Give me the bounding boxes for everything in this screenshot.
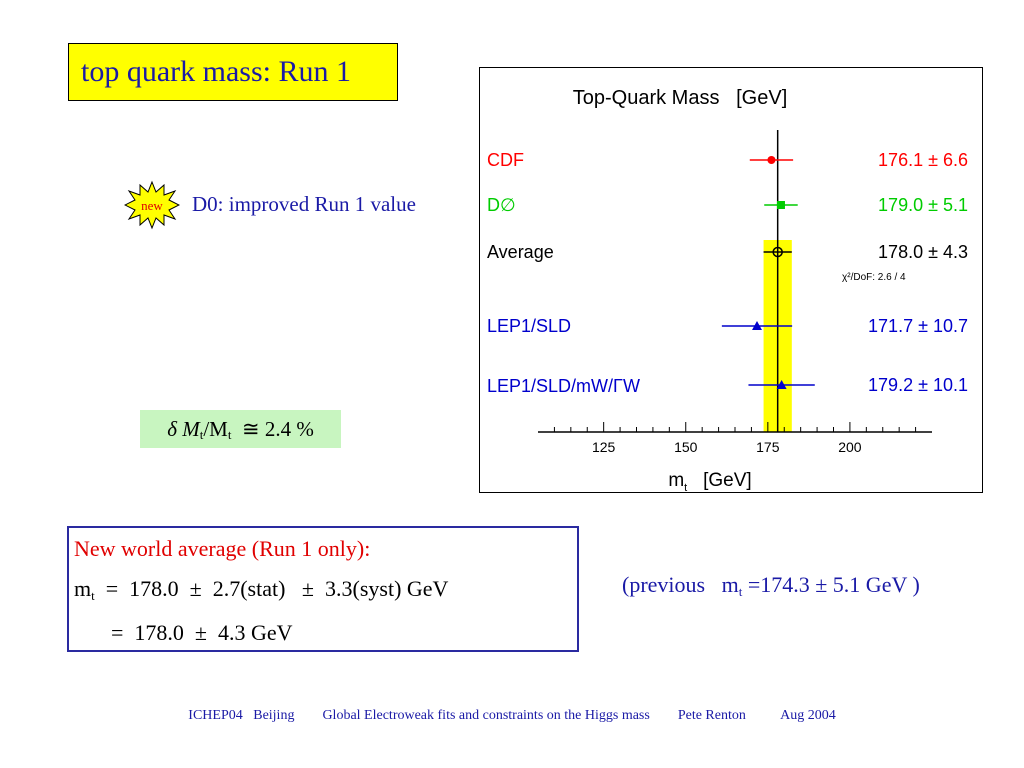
- entry-4-name: LEP1/SLD/mW/ΓW: [487, 376, 640, 396]
- entry-1-name: D∅: [487, 195, 516, 215]
- x-axis-label: mt [GeV]: [668, 470, 751, 492]
- delta-mid: /M: [203, 417, 228, 441]
- chi2-label: χ²/DoF: 2.6 / 4: [842, 272, 906, 283]
- entry-2-marker: [772, 246, 783, 258]
- world-average-box: New world average (Run 1 only): mt = 178…: [67, 526, 579, 652]
- x-tick-label: 150: [674, 439, 698, 455]
- x-tick-label: 175: [756, 439, 780, 455]
- entry-1-marker: [776, 201, 785, 209]
- entry-1-value-label: 179.0 ± 5.1: [878, 195, 968, 215]
- entry-0-value-label: 176.1 ± 6.6: [878, 150, 968, 170]
- entry-0-marker: [767, 156, 776, 164]
- previous-value-note: (previous mt =174.3 ± 5.1 GeV ): [622, 572, 920, 600]
- d0-note: D0: improved Run 1 value: [192, 192, 416, 216]
- chart-title: Top-Quark Mass [GeV]: [573, 87, 788, 109]
- entry-4-value-label: 179.2 ± 10.1: [868, 375, 968, 395]
- world-average-line1: mt = 178.0 ± 2.7(stat) ± 3.3(syst) GeV: [74, 576, 448, 604]
- world-average-heading: New world average (Run 1 only):: [74, 536, 371, 561]
- x-axis-label-unit: [GeV]: [687, 470, 751, 491]
- top-mass-chart: Top-Quark Mass [GeV] CDF 176.1 ± 6.6 D∅ 179…: [479, 67, 983, 493]
- entry-2-value-label: 178.0 ± 4.3: [878, 242, 968, 262]
- x-tick-label: 200: [838, 439, 862, 455]
- delta-sub1: t: [199, 427, 204, 442]
- delta-lead: δ M: [167, 417, 200, 441]
- wa-m: m: [74, 576, 92, 601]
- prev-rest: =174.3 ± 5.1 GeV ): [742, 572, 920, 597]
- entry-4-marker: [776, 380, 787, 389]
- entry-3-marker: [751, 321, 762, 330]
- entry-3-name: LEP1/SLD: [487, 316, 571, 336]
- new-starburst-icon: new: [124, 180, 180, 230]
- entry-2-name: Average: [487, 242, 554, 262]
- delta-sub2: t: [227, 427, 232, 442]
- relative-uncertainty-box: δ Mt/Mt ≅ 2.4 %: [140, 410, 341, 448]
- entry-3-value-label: 171.7 ± 10.7: [868, 316, 968, 336]
- prev-lead: (previous m: [622, 572, 739, 597]
- world-average-line2: = 178.0 ± 4.3 GeV: [111, 620, 293, 645]
- footer: ICHEP04 Beijing Global Electroweak fits …: [188, 708, 836, 723]
- new-badge-label: new: [141, 198, 163, 213]
- entry-0-name: CDF: [487, 150, 524, 170]
- wa-line1-rest: = 178.0 ± 2.7(stat) ± 3.3(syst) GeV: [94, 576, 449, 601]
- prev-sub: t: [738, 584, 743, 599]
- x-axis-label-sub: t: [684, 482, 687, 492]
- wa-m-sub: t: [91, 588, 95, 603]
- delta-tail: ≅ 2.4 %: [231, 417, 314, 441]
- top-mass-chart-svg: Top-Quark Mass [GeV] CDF 176.1 ± 6.6 D∅ 179…: [487, 87, 968, 492]
- x-axis-label-m: m: [668, 470, 684, 491]
- slide-title: top quark mass: Run 1: [68, 43, 398, 101]
- x-tick-label: 125: [592, 439, 616, 455]
